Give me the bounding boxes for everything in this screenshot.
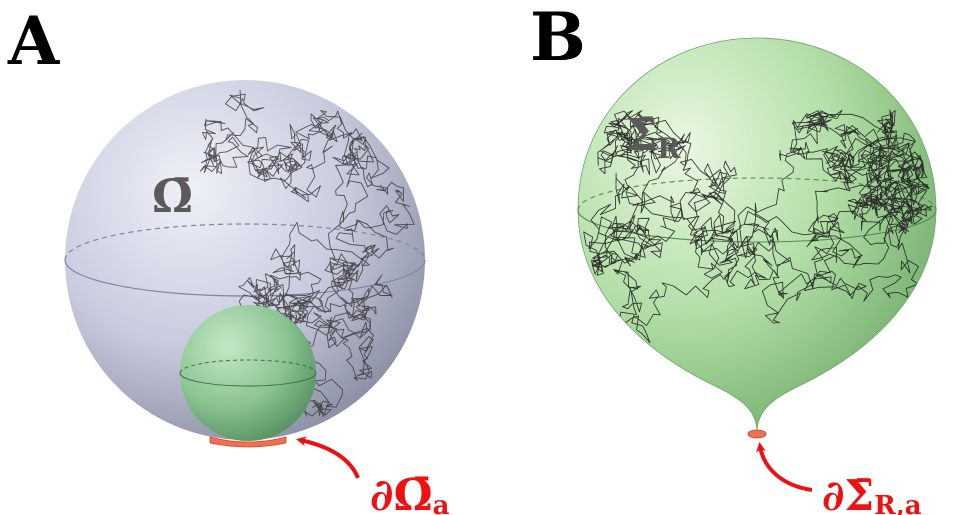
random-walk-trajectory-b	[583, 109, 933, 344]
inner-sphere-equator-front	[179, 372, 317, 387]
outer-sphere	[65, 80, 425, 440]
balloon-domain	[577, 37, 937, 433]
boundary-label-a: ∂Ω̄a	[370, 470, 450, 515]
panel-a: Ω̄ ∂Ω̄a	[64, 80, 450, 515]
outer-sphere-equator-back	[64, 223, 426, 261]
domain-label-omega: Ω̄	[152, 169, 193, 223]
target-patch-a	[209, 436, 287, 448]
panel-letter-a: A	[7, 2, 60, 80]
panel-b: Σ̄R ∂Σ̄R,a	[577, 37, 937, 515]
balloon-equator-front	[577, 209, 937, 243]
panel-letter-b: B	[530, 0, 586, 76]
inner-target-sphere	[180, 305, 316, 441]
arrow-a	[296, 436, 360, 479]
domain-label-sigma: Σ̄R	[626, 110, 681, 165]
boundary-label-b: ∂Σ̄R,a	[822, 471, 922, 515]
inner-sphere-equator-back	[179, 359, 317, 374]
target-patch-b	[747, 429, 767, 439]
balloon-equator-back	[577, 177, 937, 211]
outer-sphere-equator-front	[64, 259, 426, 297]
arrow-b	[756, 442, 813, 492]
